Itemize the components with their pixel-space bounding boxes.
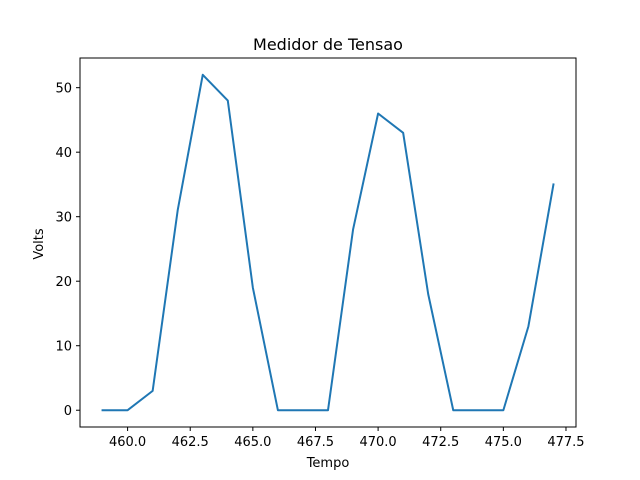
y-tick-label: 30 xyxy=(55,211,72,226)
x-axis-label: Tempo xyxy=(306,456,350,471)
x-tick-label: 472.5 xyxy=(422,435,459,450)
y-tick-label: 10 xyxy=(55,340,72,355)
y-tick-label: 20 xyxy=(55,275,72,290)
x-tick-label: 477.5 xyxy=(547,435,584,450)
y-tick-label: 50 xyxy=(55,82,72,97)
series-layer xyxy=(101,73,555,412)
series-line-0 xyxy=(101,73,555,412)
chart-title: Medidor de Tensao xyxy=(253,35,403,54)
plot-frame xyxy=(79,57,577,428)
x-tick-label: 460.0 xyxy=(109,435,146,450)
axis-ticks: 460.0 462.5 465.0 467.5 470.0 472.5 475.0 477.5… xyxy=(55,82,584,450)
y-tick-label: 0 xyxy=(64,404,72,419)
x-tick-label: 462.5 xyxy=(172,435,209,450)
x-tick-label: 465.0 xyxy=(234,435,271,450)
x-tick-label: 467.5 xyxy=(297,435,334,450)
y-axis-label: Volts xyxy=(32,228,47,260)
x-tick-label: 470.0 xyxy=(359,435,396,450)
x-tick-label: 475.0 xyxy=(485,435,522,450)
y-tick-label: 40 xyxy=(55,146,72,161)
